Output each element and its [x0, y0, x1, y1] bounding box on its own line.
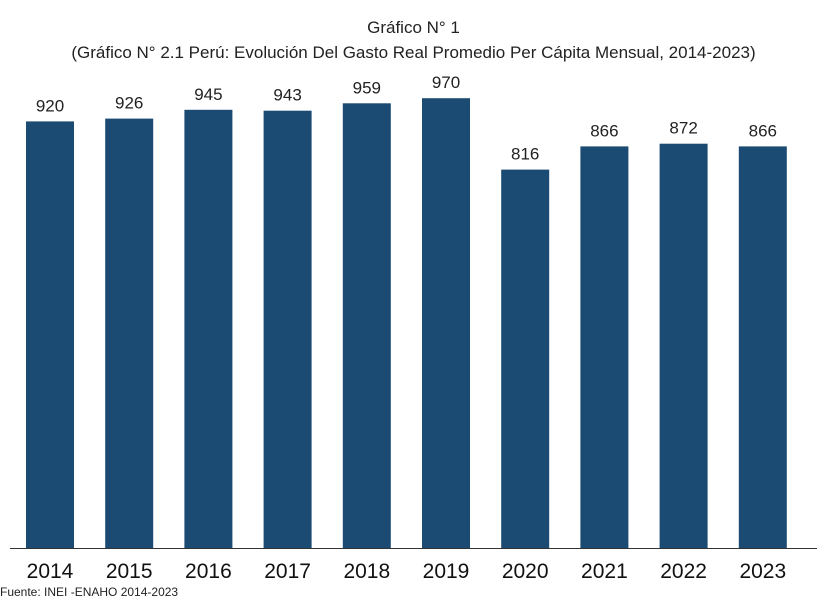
bar-2018 [342, 103, 391, 549]
bar-2020 [501, 169, 550, 548]
bar-2021 [580, 146, 629, 548]
x-tick-label-2021: 2021 [581, 560, 628, 583]
x-tick-label-2022: 2022 [660, 560, 707, 583]
bar-2017 [263, 110, 312, 548]
bar-2022 [659, 143, 708, 548]
data-label-2020: 816 [511, 145, 539, 164]
x-tick-label-2023: 2023 [739, 560, 786, 583]
x-tick-label-2017: 2017 [264, 560, 311, 583]
x-tick-label-2016: 2016 [185, 560, 232, 583]
data-label-2015: 926 [115, 94, 143, 113]
bar-2015 [105, 118, 154, 548]
source-note: Fuente: INEI -ENAHO 2014-2023 [0, 585, 179, 599]
data-label-2019: 970 [432, 73, 460, 92]
x-tick-label-2019: 2019 [423, 560, 470, 583]
x-tick-label-2015: 2015 [106, 560, 153, 583]
data-label-2017: 943 [273, 86, 301, 105]
chart-title: Gráfico N° 1 [367, 18, 460, 37]
data-label-2022: 872 [669, 119, 697, 138]
data-label-2023: 866 [749, 121, 777, 140]
bar-2016 [184, 109, 233, 549]
bar-2014 [26, 121, 74, 549]
data-label-2021: 866 [590, 121, 618, 140]
x-tick-label-2020: 2020 [502, 560, 549, 583]
data-label-2014: 920 [36, 96, 64, 115]
x-tick-label-2014: 2014 [27, 560, 74, 583]
x-tick-label-2018: 2018 [343, 560, 390, 583]
data-label-2016: 945 [194, 85, 222, 104]
chart-subtitle: (Gráfico N° 2.1 Perú: Evolución Del Gast… [71, 43, 756, 62]
bar-2019 [422, 98, 470, 548]
bar-2023 [738, 146, 787, 548]
data-label-2018: 959 [353, 78, 381, 97]
